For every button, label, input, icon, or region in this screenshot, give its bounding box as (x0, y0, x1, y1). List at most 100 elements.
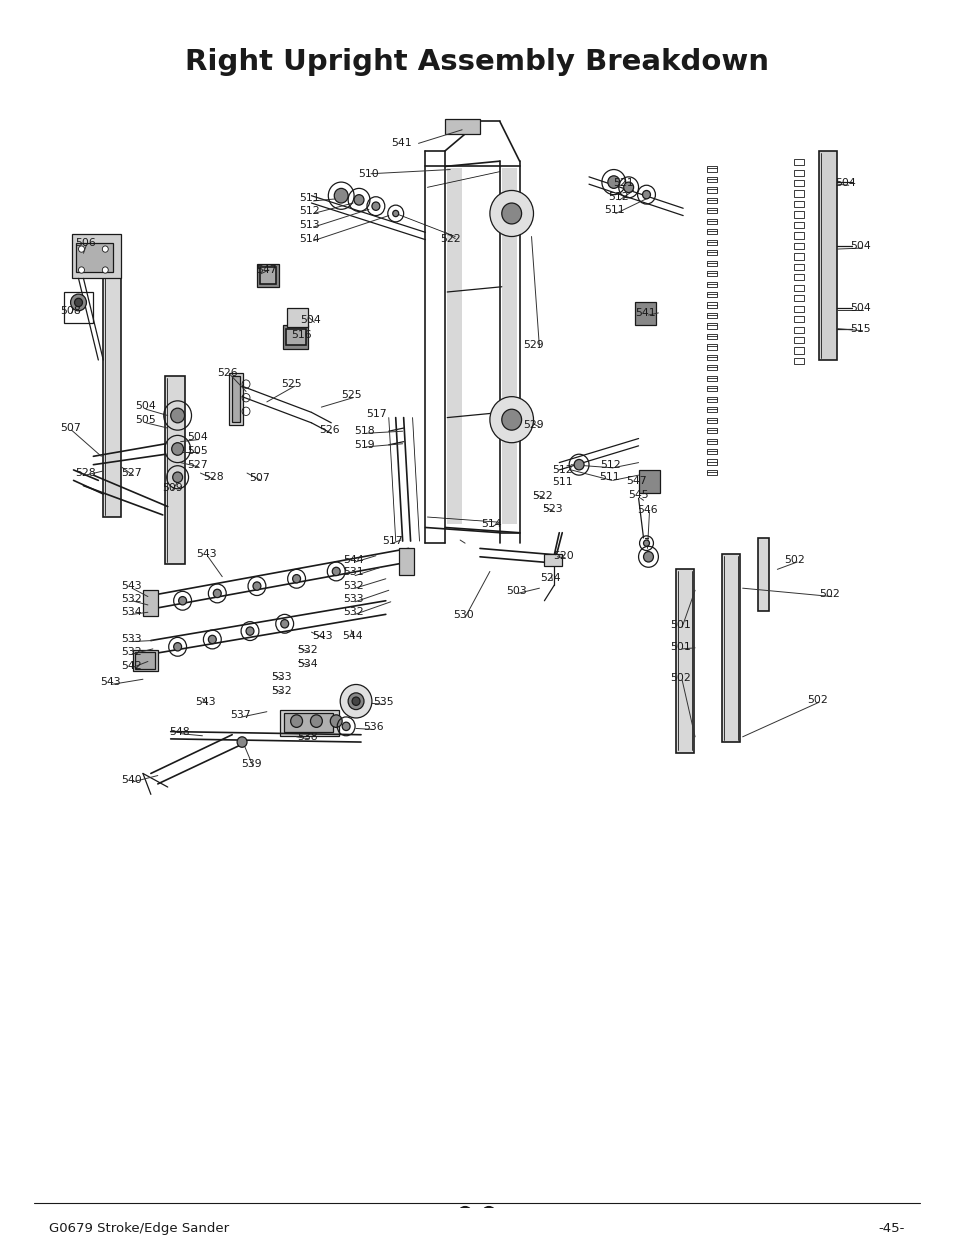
Bar (706, 387, 716, 391)
Text: 532: 532 (343, 608, 363, 618)
Text: 511: 511 (299, 193, 320, 203)
Circle shape (643, 552, 653, 562)
Bar (706, 450, 716, 454)
Text: 511: 511 (552, 478, 573, 488)
Bar (793, 232, 803, 238)
Bar (793, 253, 803, 259)
Bar (706, 417, 716, 422)
Text: 526: 526 (217, 368, 237, 378)
Bar (793, 222, 803, 228)
Circle shape (474, 1228, 479, 1234)
Bar (793, 201, 803, 207)
Text: 511: 511 (598, 472, 618, 482)
Text: 542: 542 (121, 661, 142, 671)
Text: 504: 504 (300, 315, 321, 325)
Text: 531: 531 (343, 568, 363, 578)
Circle shape (490, 396, 533, 442)
Circle shape (102, 267, 108, 273)
Bar (706, 261, 716, 266)
Bar (706, 375, 716, 380)
Bar (706, 333, 716, 340)
Text: 512: 512 (552, 464, 573, 475)
Text: 523: 523 (542, 504, 562, 514)
Circle shape (171, 408, 184, 422)
Text: 532: 532 (297, 645, 318, 655)
Text: 540: 540 (121, 774, 142, 784)
Text: 512: 512 (299, 206, 320, 216)
Text: 502: 502 (806, 695, 827, 705)
Circle shape (102, 246, 108, 252)
Bar (706, 188, 716, 193)
Text: 515: 515 (849, 324, 869, 333)
Text: 507: 507 (61, 424, 81, 433)
Bar (706, 270, 716, 277)
Text: 522: 522 (532, 492, 553, 501)
Text: 544: 544 (342, 631, 362, 641)
Bar (706, 291, 716, 298)
Bar (706, 282, 716, 287)
Circle shape (393, 210, 398, 216)
Text: 544: 544 (343, 555, 363, 564)
Circle shape (643, 540, 649, 546)
Text: 530: 530 (453, 610, 474, 620)
Text: 504: 504 (188, 432, 208, 442)
Circle shape (342, 722, 350, 731)
Bar (75, 243, 113, 272)
Text: 545: 545 (628, 490, 649, 500)
Bar (793, 274, 803, 280)
Text: 502: 502 (818, 589, 839, 599)
Bar (818, 151, 836, 361)
Bar (793, 264, 803, 270)
Bar (676, 569, 694, 752)
Circle shape (173, 642, 181, 651)
Text: 518: 518 (354, 426, 375, 436)
Circle shape (172, 442, 183, 456)
Circle shape (253, 582, 260, 590)
Circle shape (458, 1210, 495, 1235)
Text: 519: 519 (354, 440, 375, 450)
Bar (706, 345, 716, 350)
Text: 527: 527 (121, 468, 142, 478)
Circle shape (172, 472, 182, 483)
Bar (706, 209, 716, 214)
Text: 533: 533 (271, 672, 291, 682)
Bar (757, 538, 769, 611)
Bar (706, 240, 716, 245)
Circle shape (490, 190, 533, 237)
Circle shape (457, 1207, 472, 1221)
Circle shape (352, 697, 359, 705)
Text: -45-: -45- (878, 1223, 904, 1235)
Bar (64, 291, 93, 324)
Bar (706, 354, 716, 361)
Bar (501, 168, 517, 525)
Circle shape (74, 299, 82, 306)
Bar (285, 329, 305, 346)
Text: 534: 534 (297, 658, 318, 668)
Text: 517: 517 (366, 410, 386, 420)
Bar (793, 326, 803, 332)
Bar (544, 553, 561, 566)
Text: 539: 539 (241, 760, 261, 769)
Text: 528: 528 (75, 468, 96, 478)
Text: 503: 503 (505, 587, 526, 597)
Bar (287, 308, 308, 326)
Bar (706, 167, 716, 172)
Bar (447, 168, 461, 525)
Bar (132, 650, 157, 671)
Circle shape (71, 294, 87, 311)
Text: Right Upright Assembly Breakdown: Right Upright Assembly Breakdown (185, 48, 768, 75)
Bar (706, 177, 716, 182)
Bar (279, 710, 339, 736)
Bar (706, 230, 716, 235)
Bar (71, 235, 121, 278)
Bar (103, 261, 121, 517)
Text: 505: 505 (188, 446, 208, 456)
Text: 532: 532 (121, 647, 142, 657)
Text: 538: 538 (297, 732, 318, 742)
Bar (445, 120, 479, 133)
Circle shape (78, 267, 85, 273)
Bar (793, 180, 803, 186)
Text: 508: 508 (61, 306, 81, 316)
Text: 548: 548 (169, 726, 189, 736)
Bar (793, 347, 803, 353)
